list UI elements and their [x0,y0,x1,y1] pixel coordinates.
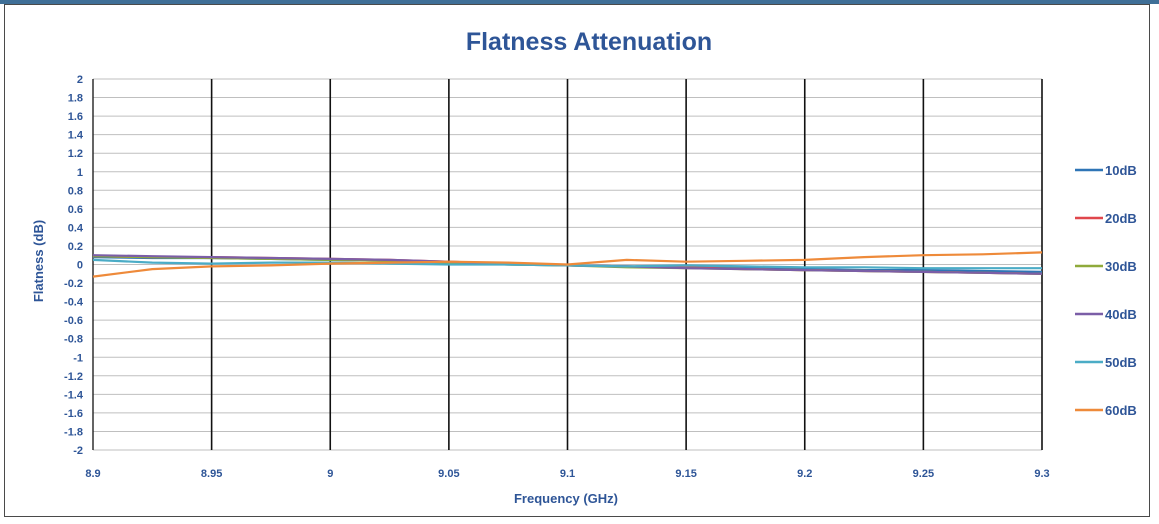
chart-frame: Flatness Attenuation 2 1.8 1.6 1.4 1.2 1 0.8 0.… [4,4,1150,517]
y-tick-label: -1.8 [64,426,83,438]
y-tick-label: -1 [73,352,83,364]
legend-label-10dB: 10dB [1105,163,1137,178]
x-tick-label: 9.15 [675,468,696,480]
y-tick-label: -0.8 [64,334,83,346]
x-tick-label: 8.9 [85,468,100,480]
x-tick-label: 9.2 [797,468,812,480]
flatness-chart: Flatness Attenuation 2 1.8 1.6 1.4 1.2 1 0.8 0.… [31,28,1137,506]
legend-label-40dB: 40dB [1105,307,1137,322]
y-tick-label: 0 [77,260,83,272]
x-tick-label: 9.25 [913,468,934,480]
y-tick-label: 1.2 [68,148,83,160]
y-tick-label: 0.6 [68,204,83,216]
y-tick-labels: 2 1.8 1.6 1.4 1.2 1 0.8 0.6 0.4 0.2 0 -0.2 -0.4 -0.6 -… [64,74,84,457]
series-lines [92,251,1043,278]
x-axis-label: Frequency (GHz) [514,491,618,506]
y-tick-label: 0.8 [68,185,83,197]
x-tick-label: 9.05 [438,468,459,480]
y-tick-label: -0.4 [64,297,84,309]
chart-title: Flatness Attenuation [466,28,712,56]
y-tick-label: -1.4 [64,389,84,401]
legend-label-60dB: 60dB [1105,403,1137,418]
legend: 10dB 20dB 30dB 40dB 50dB 60dB [1075,163,1137,418]
y-tick-label: 1 [77,167,83,179]
y-tick-label: 0.4 [68,222,84,234]
y-tick-label: -2 [73,445,83,457]
y-tick-label: 1.8 [68,93,83,105]
legend-label-30dB: 30dB [1105,259,1137,274]
y-tick-label: -1.6 [64,408,83,420]
x-tick-label: 9.1 [560,468,575,480]
y-tick-label: 0.2 [68,241,83,253]
y-tick-label: 1.4 [68,130,84,142]
y-tick-label: 1.6 [68,111,83,123]
y-tick-label: -0.6 [64,315,83,327]
y-tick-label: 2 [77,74,83,86]
x-tick-label: 9.3 [1034,468,1049,480]
x-tick-label: 8.95 [201,468,222,480]
legend-label-50dB: 50dB [1105,355,1137,370]
x-tick-label: 9 [327,468,333,480]
y-tick-label: -0.2 [64,278,83,290]
series-line-60dB [92,251,1043,278]
top-accent-bar [0,0,1159,4]
y-tick-label: -1.2 [64,371,83,383]
y-axis-label: Flatness (dB) [31,220,46,302]
legend-label-20dB: 20dB [1105,211,1137,226]
x-tick-labels: 8.9 8.95 9 9.05 9.1 9.15 9.2 9.25 9.3 [85,468,1049,480]
